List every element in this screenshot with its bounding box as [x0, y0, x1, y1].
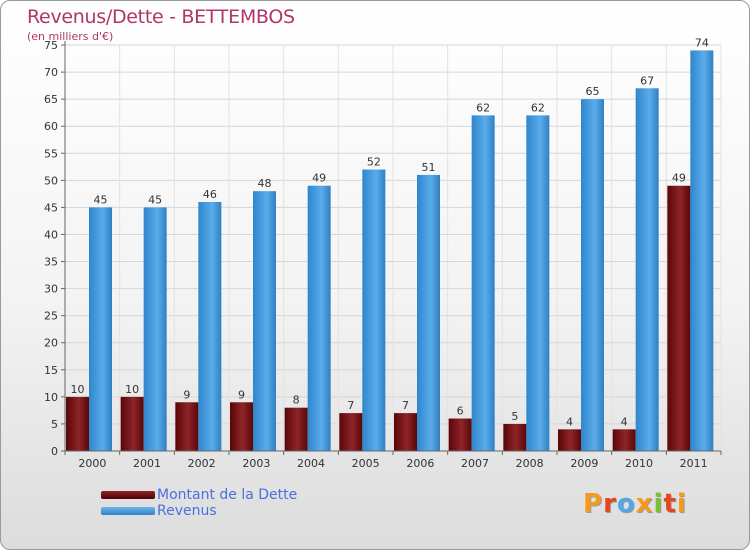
logo-letter: t — [663, 489, 677, 519]
bar-revenus-2002 — [198, 201, 222, 451]
x-tick-label: 2008 — [516, 457, 544, 470]
x-tick-label: 2004 — [297, 457, 325, 470]
x-axis: 2000 2001 2002 2003 2004 2005 2006 2007 2008 2009… — [64, 450, 722, 470]
logo-letter: P — [583, 489, 604, 519]
legend-swatch-revenus — [101, 507, 155, 515]
x-tick-label: 2000 — [78, 457, 106, 470]
x-tick-label: 2007 — [461, 457, 489, 470]
x-tick-label: 2009 — [570, 457, 598, 470]
bar-revenus-2003 — [253, 191, 276, 451]
x-tick-label: 2002 — [188, 457, 216, 470]
y-tick-label: 45 — [44, 201, 58, 214]
data-label-dette-2002: 9 — [183, 388, 190, 401]
data-label-dette-2008: 5 — [511, 410, 518, 423]
logo-letter: x — [635, 489, 654, 519]
data-label-dette-2010: 4 — [621, 415, 628, 428]
legend-swatch-dette — [101, 491, 155, 499]
y-tick-label: 20 — [44, 337, 58, 350]
y-tick-label: 15 — [44, 364, 58, 377]
bars: 10 45 10 45 9 46 9 48 8 49 7 52 7 51 6 62 5 62 4 65 4 67 49 74 — [66, 36, 714, 452]
bar-dette-2010 — [612, 429, 636, 451]
data-label-dette-2009: 4 — [566, 415, 573, 428]
bar-revenus-2004 — [307, 185, 331, 451]
data-label-revenus-2006: 51 — [422, 161, 436, 174]
bar-revenus-2011 — [690, 50, 714, 452]
logo-letter: o — [616, 489, 636, 519]
bar-dette-2005 — [339, 413, 363, 451]
y-tick-label: 30 — [44, 283, 58, 296]
data-label-revenus-2003: 48 — [258, 177, 272, 190]
y-tick-label: 0 — [51, 445, 58, 458]
bar-dette-2006 — [394, 413, 417, 451]
x-tick-label: 2006 — [406, 457, 434, 470]
chart-subtitle: (en milliers d'€) — [27, 30, 114, 43]
data-label-revenus-2001: 45 — [148, 193, 162, 206]
bar-dette-2008 — [503, 423, 527, 451]
data-label-dette-2007: 6 — [457, 405, 464, 418]
y-tick-label: 40 — [44, 228, 58, 241]
y-tick-label: 25 — [44, 310, 58, 323]
bar-revenus-2000 — [89, 207, 112, 451]
logo-letter: i — [676, 489, 687, 519]
data-label-revenus-2008: 62 — [531, 101, 545, 114]
x-tick-label: 2001 — [133, 457, 161, 470]
y-tick-label: 10 — [44, 391, 58, 404]
bar-dette-2003 — [230, 402, 253, 451]
legend-label-dette: Montant de la Dette — [157, 487, 298, 503]
bar-dette-2007 — [448, 418, 472, 451]
y-axis: 0 5 10 15 20 25 30 35 40 45 50 55 60 65 70 75 — [44, 39, 66, 458]
data-label-dette-2004: 8 — [293, 394, 300, 407]
bar-revenus-2010 — [635, 88, 659, 451]
data-label-revenus-2011: 74 — [695, 36, 709, 49]
data-label-revenus-2010: 67 — [640, 74, 654, 87]
x-tick-label: 2011 — [680, 457, 708, 470]
bar-revenus-2009 — [581, 99, 604, 451]
grid-lines — [64, 44, 722, 452]
bar-revenus-2008 — [526, 115, 550, 451]
bar-dette-2009 — [558, 429, 581, 451]
y-tick-label: 35 — [44, 256, 58, 269]
bar-dette-2004 — [284, 407, 308, 451]
x-tick-label: 2003 — [242, 457, 270, 470]
data-label-revenus-2005: 52 — [367, 156, 381, 169]
bar-dette-2000 — [66, 396, 89, 451]
y-tick-label: 75 — [44, 39, 58, 52]
data-label-dette-2003: 9 — [238, 388, 245, 401]
legend-label-revenus: Revenus — [157, 503, 217, 519]
data-label-dette-2001: 10 — [125, 383, 139, 396]
data-label-revenus-2009: 65 — [586, 85, 600, 98]
data-label-revenus-2004: 49 — [312, 172, 326, 185]
logo-letter: r — [603, 489, 617, 519]
bar-revenus-2006 — [417, 174, 440, 452]
data-label-dette-2006: 7 — [402, 399, 409, 412]
bar-revenus-2001 — [143, 207, 167, 451]
data-label-revenus-2007: 62 — [476, 101, 490, 114]
bar-dette-2002 — [175, 402, 199, 451]
bar-revenus-2005 — [362, 169, 386, 452]
data-label-revenus-2002: 46 — [203, 188, 217, 201]
y-tick-label: 65 — [44, 93, 58, 106]
bar-revenus-2007 — [471, 115, 495, 451]
y-tick-label: 70 — [44, 66, 58, 79]
bar-dette-2001 — [120, 396, 144, 451]
y-tick-label: 60 — [44, 120, 58, 133]
y-tick-label: 50 — [44, 174, 58, 187]
chart-title: Revenus/Dette - BETTEMBOS — [27, 6, 295, 28]
proxiti-logo: Proxiti — [583, 489, 687, 519]
x-tick-label: 2005 — [352, 457, 380, 470]
x-tick-label: 2010 — [625, 457, 653, 470]
logo-letter: i — [653, 489, 664, 519]
bar-dette-2011 — [667, 185, 691, 451]
y-tick-label: 5 — [51, 418, 58, 431]
data-label-revenus-2000: 45 — [94, 193, 108, 206]
data-label-dette-2000: 10 — [71, 383, 85, 396]
data-label-dette-2005: 7 — [347, 399, 354, 412]
data-label-dette-2011: 49 — [672, 172, 686, 185]
y-tick-label: 55 — [44, 147, 58, 160]
